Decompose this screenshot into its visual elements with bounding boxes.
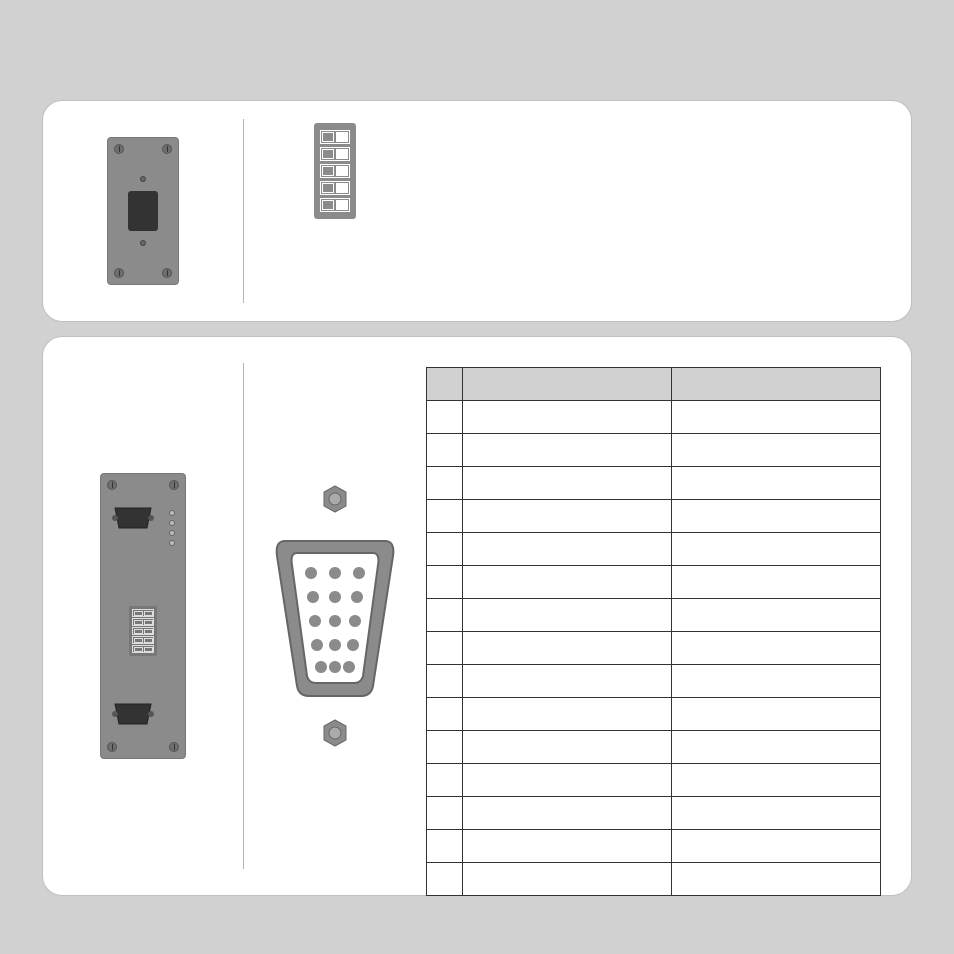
cell-signal bbox=[463, 533, 672, 566]
jackscrew-bottom-icon bbox=[321, 719, 349, 747]
cell-signal bbox=[463, 797, 672, 830]
cell-pin bbox=[427, 797, 463, 830]
cell-desc bbox=[672, 731, 881, 764]
cell-desc bbox=[672, 863, 881, 896]
db9-bottom-icon bbox=[111, 700, 155, 728]
table-row bbox=[427, 599, 881, 632]
cell-pin bbox=[427, 665, 463, 698]
table-row bbox=[427, 665, 881, 698]
cell-pin bbox=[427, 467, 463, 500]
table-row bbox=[427, 731, 881, 764]
table-header-row bbox=[427, 368, 881, 401]
header-desc bbox=[672, 368, 881, 401]
cell-signal bbox=[463, 863, 672, 896]
cell-desc bbox=[672, 533, 881, 566]
pinout-table bbox=[426, 367, 881, 896]
dip-switch-icon bbox=[314, 123, 356, 219]
cell-signal bbox=[463, 434, 672, 467]
cell-signal bbox=[463, 830, 672, 863]
bottom-panel bbox=[42, 336, 912, 896]
cell-pin bbox=[427, 533, 463, 566]
table-row bbox=[427, 830, 881, 863]
cell-pin bbox=[427, 599, 463, 632]
table-row bbox=[427, 500, 881, 533]
cell-desc bbox=[672, 764, 881, 797]
cell-signal bbox=[463, 731, 672, 764]
cell-signal bbox=[463, 599, 672, 632]
cell-desc bbox=[672, 830, 881, 863]
cell-signal bbox=[463, 764, 672, 797]
jackscrew-top-icon bbox=[321, 485, 349, 513]
table-row bbox=[427, 863, 881, 896]
table-row bbox=[427, 632, 881, 665]
cell-pin bbox=[427, 500, 463, 533]
table-row bbox=[427, 566, 881, 599]
header-signal bbox=[463, 368, 672, 401]
table-row bbox=[427, 467, 881, 500]
status-leds-icon bbox=[169, 506, 175, 550]
cell-pin bbox=[427, 830, 463, 863]
cell-signal bbox=[463, 566, 672, 599]
cell-pin bbox=[427, 731, 463, 764]
cell-pin bbox=[427, 401, 463, 434]
pinout-table-column bbox=[426, 357, 911, 875]
header-pin bbox=[427, 368, 463, 401]
cell-desc bbox=[672, 434, 881, 467]
cell-desc bbox=[672, 500, 881, 533]
cell-signal bbox=[463, 698, 672, 731]
cell-desc bbox=[672, 401, 881, 434]
cell-signal bbox=[463, 500, 672, 533]
cell-pin bbox=[427, 632, 463, 665]
serial-module-icon bbox=[100, 473, 186, 759]
cell-pin bbox=[427, 698, 463, 731]
cell-pin bbox=[427, 434, 463, 467]
table-row bbox=[427, 797, 881, 830]
cell-signal bbox=[463, 665, 672, 698]
cell-desc bbox=[672, 599, 881, 632]
cell-signal bbox=[463, 401, 672, 434]
connector-column bbox=[244, 357, 426, 875]
table-row bbox=[427, 533, 881, 566]
top-content-area bbox=[426, 113, 911, 309]
top-module-column bbox=[43, 113, 243, 309]
mini-dip-icon bbox=[129, 606, 157, 656]
cell-pin bbox=[427, 566, 463, 599]
single-port-module-icon bbox=[107, 137, 179, 285]
table-row bbox=[427, 698, 881, 731]
bottom-module-column bbox=[43, 357, 243, 875]
table-row bbox=[427, 434, 881, 467]
cell-desc bbox=[672, 698, 881, 731]
cell-signal bbox=[463, 467, 672, 500]
cell-pin bbox=[427, 764, 463, 797]
cell-desc bbox=[672, 665, 881, 698]
cell-desc bbox=[672, 797, 881, 830]
cell-desc bbox=[672, 566, 881, 599]
hd15-connector-icon bbox=[275, 485, 395, 747]
table-row bbox=[427, 764, 881, 797]
cell-desc bbox=[672, 632, 881, 665]
top-panel bbox=[42, 100, 912, 322]
cell-signal bbox=[463, 632, 672, 665]
cell-pin bbox=[427, 863, 463, 896]
hd15-shell-icon bbox=[275, 531, 395, 701]
table-row bbox=[427, 401, 881, 434]
top-dip-column bbox=[244, 113, 426, 309]
cell-desc bbox=[672, 467, 881, 500]
db9-top-icon bbox=[111, 504, 155, 532]
